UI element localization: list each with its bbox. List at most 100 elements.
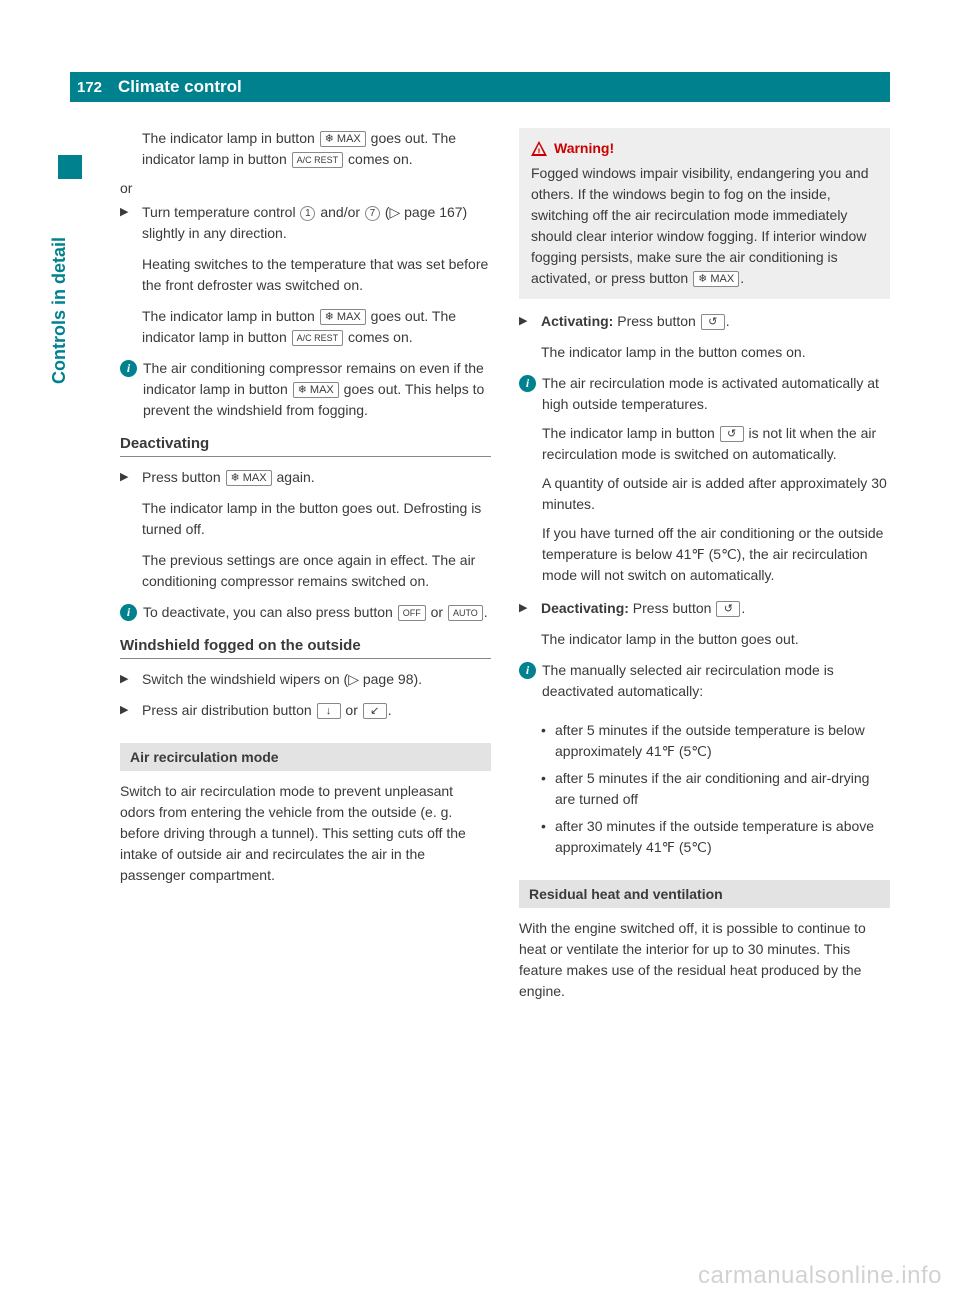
text: Switch the windshield wipers on (▷ page <box>142 671 398 687</box>
warning-triangle-icon: ! <box>531 141 548 156</box>
text: . <box>740 270 744 286</box>
text-block: The indicator lamp in the button goes ou… <box>519 629 890 650</box>
info-body: The manually selected air recirculation … <box>542 660 890 708</box>
page-ref: 98 <box>398 671 414 687</box>
warning-title: Warning! <box>554 138 614 159</box>
info-note: i The air conditioning compressor remain… <box>120 358 491 421</box>
step-item: Switch the windshield wipers on (▷ page … <box>120 669 491 690</box>
text-block: The previous settings are once again in … <box>120 550 491 592</box>
air-dist-down-icon: ↓ <box>317 703 341 719</box>
page-title: Climate control <box>110 77 242 97</box>
text-block: The indicator lamp in the button comes o… <box>519 342 890 363</box>
page-ref: 167 <box>439 204 462 220</box>
text: Press button <box>629 600 715 616</box>
air-dist-angled-icon: ↙ <box>363 703 387 719</box>
info-icon: i <box>120 360 137 377</box>
off-button-icon: OFF <box>398 605 426 621</box>
content-columns: The indicator lamp in button ❄ MAX goes … <box>120 128 890 1012</box>
step-item: Deactivating: Press button ↺. <box>519 598 890 619</box>
warning-box: ! Warning! Fogged windows impair visibil… <box>519 128 890 299</box>
page-number: 172 <box>70 72 110 102</box>
text-block: The indicator lamp in button ❄ MAX goes … <box>120 306 491 348</box>
info-body: The air conditioning compressor remains … <box>143 358 491 421</box>
text: The indicator lamp in button <box>542 425 719 441</box>
recirc-button-icon: ↺ <box>720 426 744 442</box>
text: The air recirculation mode is activated … <box>542 373 890 415</box>
watermark: carmanualsonline.info <box>698 1262 942 1290</box>
subheading-windshield-fogged: Windshield fogged on the outside <box>120 637 491 659</box>
text: ). <box>413 671 422 687</box>
subheading-deactivating: Deactivating <box>120 435 491 457</box>
text: Press button <box>142 469 225 485</box>
label-deactivating: Deactivating: <box>541 600 629 616</box>
text-block: The indicator lamp in button ↺ is not li… <box>542 423 890 465</box>
ac-rest-button-icon: A/C REST <box>292 152 344 168</box>
recirc-button-icon: ↺ <box>701 314 725 330</box>
column-right: ! Warning! Fogged windows impair visibil… <box>519 128 890 1012</box>
side-tab-wrap: Controls in detail <box>54 400 78 580</box>
text: again. <box>273 469 315 485</box>
text-block: Switch to air recirculation mode to prev… <box>120 781 491 886</box>
warning-heading: ! Warning! <box>531 138 878 159</box>
text: If you have turned off the air condition… <box>542 523 890 586</box>
header-bar: 172 Climate control <box>70 72 890 102</box>
text: . <box>388 702 392 718</box>
text: comes on. <box>344 329 412 345</box>
text: comes on. <box>344 151 412 167</box>
label-activating: Activating: <box>541 313 613 329</box>
step-item: Press air distribution button ↓ or ↙. <box>120 700 491 721</box>
info-body: The air recirculation mode is activated … <box>542 373 890 586</box>
info-body: To deactivate, you can also press button… <box>143 602 491 623</box>
text: The indicator lamp in button <box>142 308 319 324</box>
text: Press button <box>613 313 699 329</box>
defrost-max-button-icon: ❄ MAX <box>320 131 366 147</box>
text: A quantity of outside air is added after… <box>542 473 890 515</box>
text: or <box>342 702 362 718</box>
text: or <box>427 604 447 620</box>
text-block: The indicator lamp in button ❄ MAX goes … <box>120 128 491 170</box>
recirc-button-icon: ↺ <box>716 601 740 617</box>
text-block: The indicator lamp in the button goes ou… <box>120 498 491 540</box>
bullet-item: after 5 minutes if the outside temperatu… <box>519 720 890 762</box>
defrost-max-button-icon: ❄ MAX <box>226 470 272 486</box>
or-label: or <box>120 180 491 196</box>
text: Fogged windows impair visibility, endang… <box>531 165 868 286</box>
info-icon: i <box>120 604 137 621</box>
defrost-max-button-icon: ❄ MAX <box>293 382 339 398</box>
step-item: Press button ❄ MAX again. <box>120 467 491 488</box>
info-note: i The air recirculation mode is activate… <box>519 373 890 586</box>
text: . <box>741 600 745 616</box>
page: 172 Climate control Controls in detail T… <box>0 0 960 1302</box>
section-residual-heat: Residual heat and ventilation <box>519 880 890 908</box>
auto-button-icon: AUTO <box>448 605 483 621</box>
bullet-item: after 30 minutes if the outside temperat… <box>519 816 890 858</box>
text: Press air distribution button <box>142 702 316 718</box>
step-item: Activating: Press button ↺. <box>519 311 890 332</box>
info-note: i The manually selected air recirculatio… <box>519 660 890 708</box>
text: . <box>484 604 488 620</box>
text: The indicator lamp in button <box>142 130 319 146</box>
info-note: i To deactivate, you can also press butt… <box>120 602 491 623</box>
text-block: With the engine switched off, it is poss… <box>519 918 890 1002</box>
bullet-item: after 5 minutes if the air conditioning … <box>519 768 890 810</box>
text: and/or <box>316 204 363 220</box>
side-tab-label: Controls in detail <box>49 237 70 384</box>
info-icon: i <box>519 375 536 392</box>
text: To deactivate, you can also press button <box>143 604 397 620</box>
text: (▷ page <box>381 204 439 220</box>
step-item: Turn temperature control 1 and/or 7 (▷ p… <box>120 202 491 244</box>
temp-control-left-icon: 1 <box>300 206 315 221</box>
column-left: The indicator lamp in button ❄ MAX goes … <box>120 128 491 1012</box>
section-air-recirculation: Air recirculation mode <box>120 743 491 771</box>
text: The manually selected air recirculation … <box>542 660 890 702</box>
warning-body: Fogged windows impair visibility, endang… <box>531 163 878 289</box>
ac-rest-button-icon: A/C REST <box>292 330 344 346</box>
text: Turn temperature control <box>142 204 299 220</box>
text: . <box>726 313 730 329</box>
text-block: Heating switches to the temperature that… <box>120 254 491 296</box>
defrost-max-button-icon: ❄ MAX <box>320 309 366 325</box>
side-tab-square <box>58 155 82 179</box>
defrost-max-button-icon: ❄ MAX <box>693 271 739 287</box>
info-icon: i <box>519 662 536 679</box>
temp-control-right-icon: 7 <box>365 206 380 221</box>
